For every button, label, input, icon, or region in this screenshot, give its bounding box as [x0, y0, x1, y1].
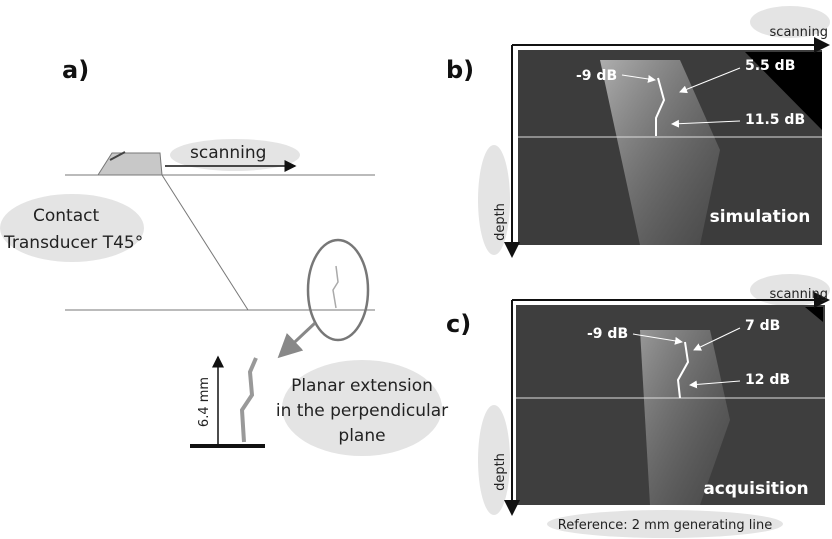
height-label: 6.4 mm	[197, 377, 212, 427]
scanning-label: scanning	[770, 287, 828, 302]
annotation: 5.5 dB	[745, 58, 795, 74]
annotation: 12 dB	[745, 372, 790, 388]
extension-label: in the perpendicular	[276, 401, 448, 421]
reference-caption: Reference: 2 mm generating line	[558, 518, 772, 533]
zoom-arrow	[282, 323, 315, 354]
caption: simulation	[710, 207, 811, 227]
annotation: 11.5 dB	[745, 112, 805, 128]
extension-label: plane	[338, 426, 385, 446]
panel-label: b)	[446, 56, 474, 84]
zoom-circle	[308, 240, 368, 340]
panel-a: a) scanning Contact Transducer T45° 6.4 …	[0, 56, 448, 456]
crack-zoom	[242, 358, 256, 442]
annotation: -9 dB	[587, 326, 628, 342]
depth-label: depth	[493, 203, 508, 241]
panel-c: c) scanning depth -9 dB 7 dB 12 dB acqui…	[446, 274, 830, 538]
scanning-label: scanning	[190, 143, 266, 163]
panel-label: a)	[62, 56, 89, 84]
panel-label: c)	[446, 310, 471, 338]
scanning-label: scanning	[770, 25, 828, 40]
beam-line	[162, 175, 248, 310]
transducer	[98, 153, 162, 175]
figure: a) scanning Contact Transducer T45° 6.4 …	[0, 0, 832, 539]
annotation: -9 dB	[576, 68, 617, 84]
panel-b: b) scanning depth -9 dB 5.5 dB 11.5 dB s…	[446, 6, 830, 256]
extension-label: Planar extension	[291, 376, 433, 396]
transducer-label: Transducer T45°	[3, 233, 143, 253]
caption: acquisition	[703, 479, 808, 499]
depth-label: depth	[493, 453, 508, 491]
annotation: 7 dB	[745, 318, 780, 334]
transducer-label: Contact	[33, 206, 99, 226]
crack	[333, 266, 338, 308]
